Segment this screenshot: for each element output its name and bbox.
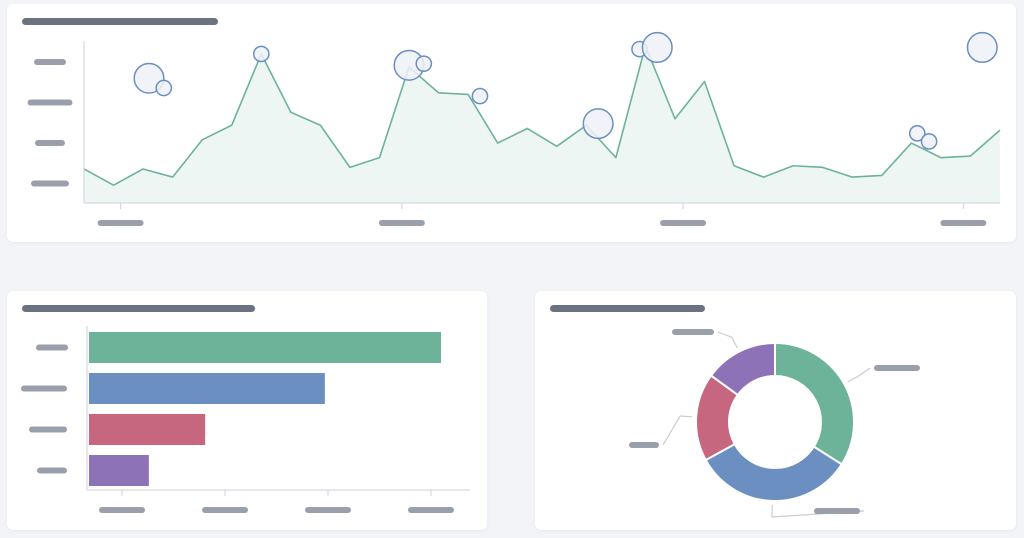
x-tick-label xyxy=(99,507,145,513)
bar xyxy=(89,455,149,486)
bar-chart-title xyxy=(22,305,255,312)
x-tick-label xyxy=(408,507,454,513)
donut-chart xyxy=(629,329,920,518)
donut-chart-card xyxy=(535,291,1016,530)
slice-label xyxy=(629,442,659,448)
donut-slice xyxy=(709,341,776,397)
leader-line xyxy=(662,415,693,446)
line-chart-title xyxy=(22,18,218,25)
area-fill xyxy=(84,45,1000,203)
x-tick-label xyxy=(202,507,248,513)
bubble-point xyxy=(471,87,489,105)
x-tick-label xyxy=(378,220,425,226)
slice-label xyxy=(874,365,920,371)
series-line xyxy=(83,45,1001,186)
x-tick-label xyxy=(660,220,707,226)
x-tick-label xyxy=(940,220,987,226)
slice-label xyxy=(814,508,860,514)
category-label xyxy=(29,426,67,433)
bubble-point xyxy=(415,55,433,73)
y-tick-label xyxy=(34,59,66,66)
line-chart xyxy=(27,31,1001,226)
bubble-point xyxy=(966,31,998,64)
category-label xyxy=(21,385,67,392)
bar-chart-card xyxy=(7,291,487,530)
bubble-point xyxy=(155,79,173,97)
y-tick-label xyxy=(27,99,73,106)
donut-chart-title xyxy=(550,305,705,312)
bar xyxy=(89,414,206,445)
slice-label xyxy=(672,329,714,335)
donut-slice xyxy=(774,341,855,466)
bar xyxy=(89,332,441,363)
bubble-point xyxy=(920,133,938,150)
x-tick-label xyxy=(97,220,144,226)
y-tick-label xyxy=(35,140,65,147)
bubble-point xyxy=(641,31,673,64)
bar-chart xyxy=(21,326,470,513)
y-tick-label xyxy=(31,180,69,187)
leader-line xyxy=(717,331,738,349)
donut-slice xyxy=(704,442,844,502)
leader-line xyxy=(847,367,871,383)
category-label xyxy=(37,467,67,474)
category-label xyxy=(36,344,68,351)
x-tick-label xyxy=(305,507,351,513)
line-chart-card xyxy=(7,4,1016,242)
bubble-point xyxy=(908,124,926,142)
bubble-point xyxy=(252,45,270,63)
bar xyxy=(89,373,325,404)
bubble-point xyxy=(582,108,614,140)
